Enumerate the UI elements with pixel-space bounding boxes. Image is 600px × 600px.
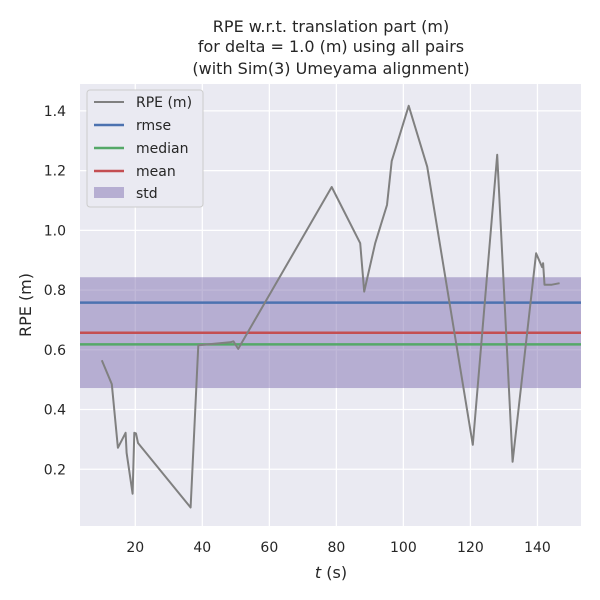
x-tick-label: 100 [390,540,417,556]
x-tick-label: 20 [126,540,144,556]
x-tick-label: 40 [193,540,211,556]
y-tick-label: 1.2 [44,164,66,180]
y-tick-label: 1.4 [44,104,66,120]
x-tick-labels: 20 40 60 80 100 120 140 [126,540,550,556]
legend-median-label: median [136,141,188,157]
y-tick-label: 1.0 [44,223,66,239]
legend-std-swatch [94,187,124,198]
legend-rpe-label: RPE (m) [136,95,192,111]
y-tick-label: 0.6 [44,343,66,359]
legend-std-label: std [136,186,158,202]
x-axis-label: t (s) [315,563,347,582]
legend-mean-label: mean [136,164,176,180]
y-tick-labels: 0.2 0.4 0.6 0.8 1.0 1.2 1.4 [44,104,66,478]
x-tick-label: 60 [260,540,278,556]
chart-title-line-3: (with Sim(3) Umeyama alignment) [192,59,469,78]
x-tick-label: 120 [457,540,484,556]
chart-title-line-1: RPE w.r.t. translation part (m) [213,17,449,36]
x-tick-label: 80 [327,540,345,556]
y-tick-label: 0.4 [44,403,66,419]
x-tick-label: 140 [524,540,551,556]
legend: RPE (m) rmse median mean std [86,89,204,208]
y-tick-label: 0.2 [44,462,66,478]
rpe-series-line [100,104,560,509]
legend-box [86,89,204,208]
y-tick-label: 0.8 [44,283,66,299]
y-axis-label: RPE (m) [16,273,35,337]
legend-rmse-label: rmse [136,118,171,134]
chart-title-line-2: for delta = 1.0 (m) using all pairs [198,37,464,56]
